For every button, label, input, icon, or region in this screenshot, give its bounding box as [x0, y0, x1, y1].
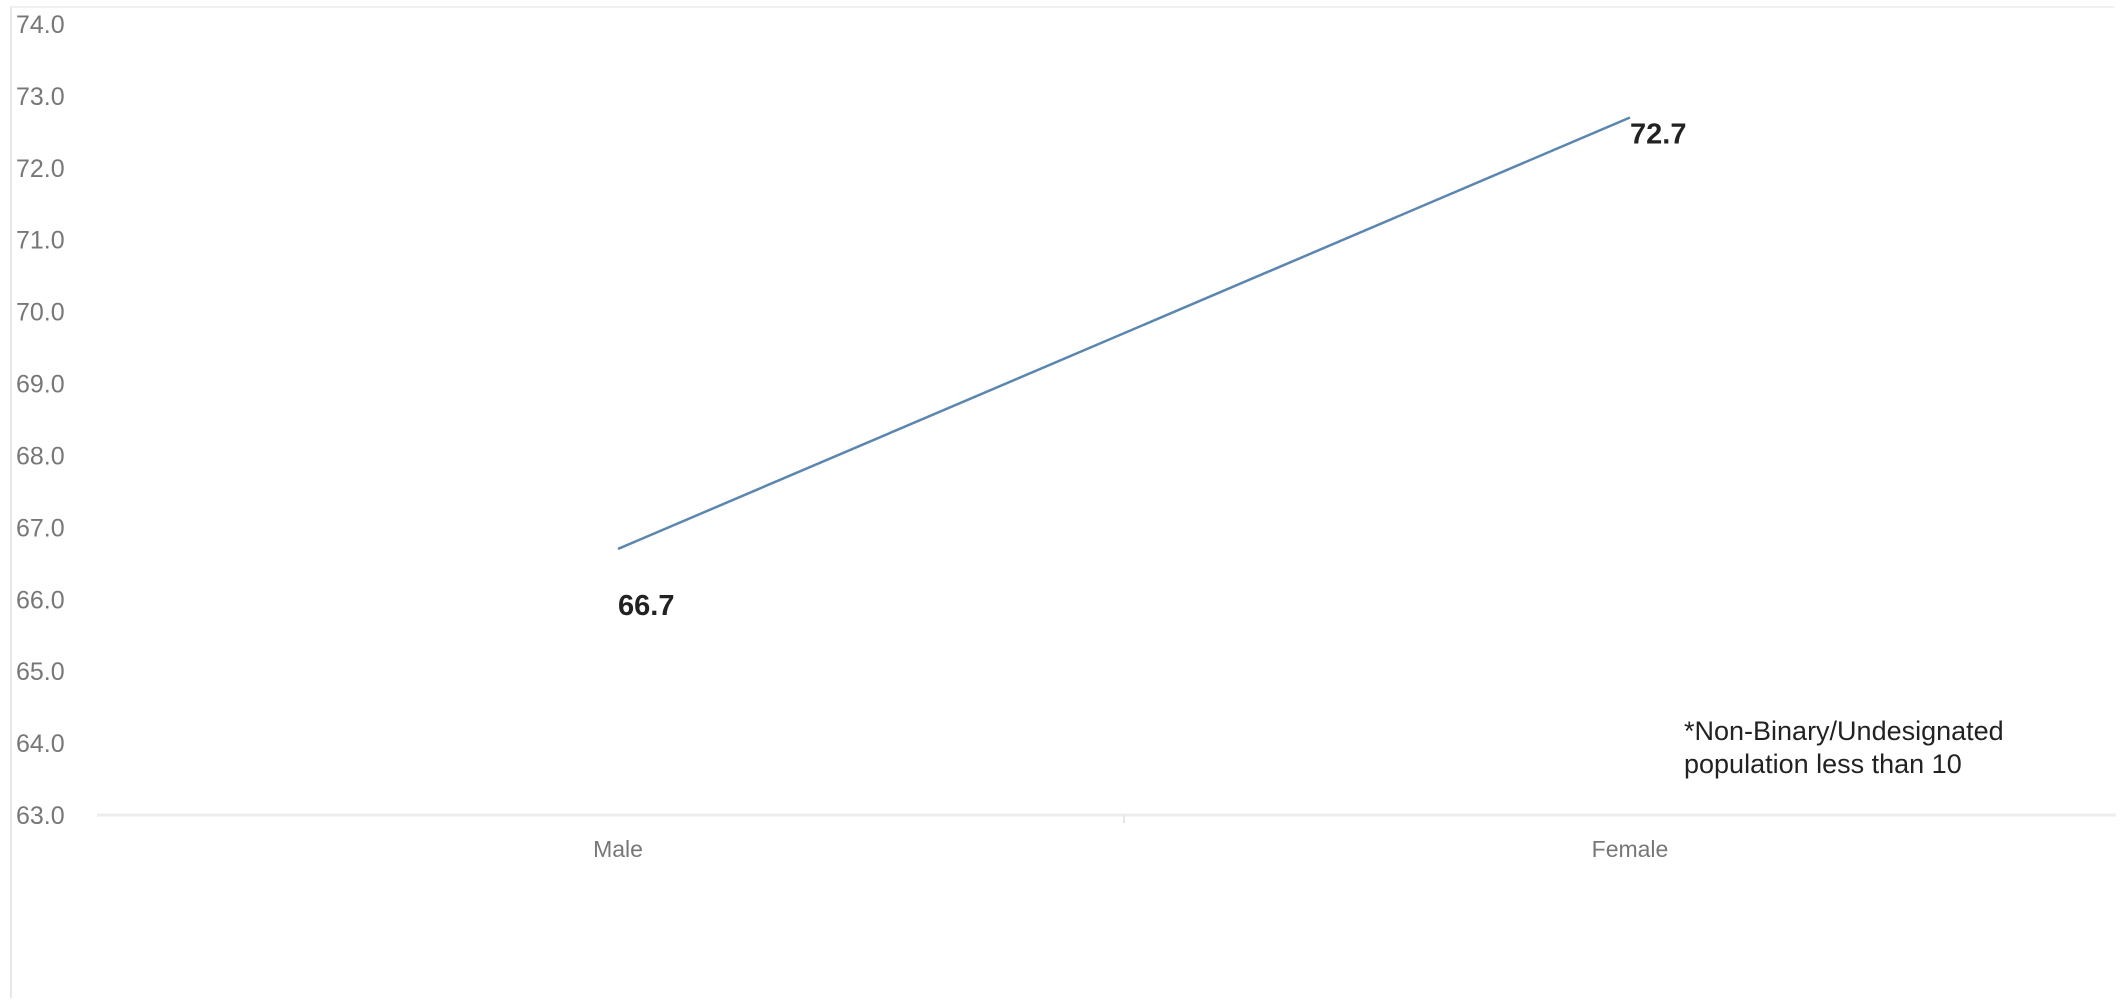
chart-frame: [10, 6, 2114, 998]
y-tick-label: 66.0: [16, 586, 65, 614]
data-labels: 66.7 72.7: [618, 118, 1686, 621]
x-category-label: Male: [593, 836, 643, 862]
chart-note: *Non-Binary/Undesignated population less…: [1684, 715, 2084, 781]
x-axis-labels: Male Female: [593, 836, 1668, 862]
y-tick-label: 67.0: [16, 514, 65, 542]
y-tick-label: 69.0: [16, 371, 65, 399]
x-category-label: Female: [1592, 836, 1669, 862]
y-axis-ticks: 63.0 64.0 65.0 66.0 67.0 68.0 69.0 70.0 71.0 72.0…: [16, 11, 65, 830]
y-tick-label: 74.0: [16, 11, 65, 39]
y-tick-label: 73.0: [16, 83, 65, 111]
data-label: 72.7: [1630, 118, 1686, 150]
y-tick-label: 71.0: [16, 227, 65, 255]
x-axis: [97, 813, 2116, 823]
series-group: [617, 116, 1631, 551]
y-tick-label: 70.0: [16, 299, 65, 327]
data-label: 66.7: [618, 590, 674, 622]
y-tick-label: 68.0: [16, 442, 65, 470]
chart-note-line-1: *Non-Binary/Undesignated: [1684, 716, 2004, 746]
y-tick-label: 63.0: [16, 802, 65, 830]
y-tick-label: 65.0: [16, 658, 65, 686]
series-line: [617, 116, 1631, 551]
chart-note-line-2: population less than 10: [1684, 749, 1962, 779]
y-tick-label: 72.0: [16, 155, 65, 183]
y-tick-label: 64.0: [16, 730, 65, 758]
